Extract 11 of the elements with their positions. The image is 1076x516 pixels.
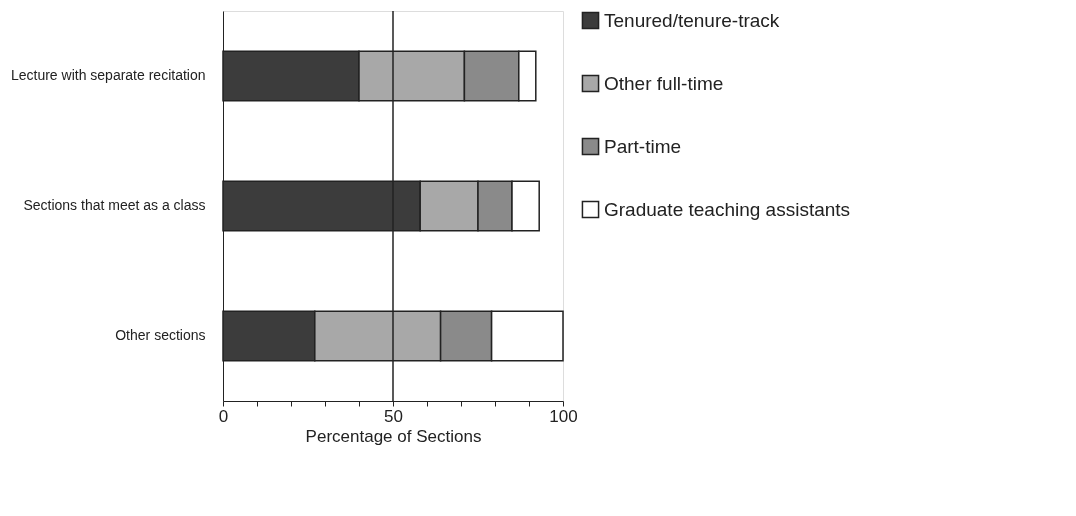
legend-label: Graduate teaching assistants: [604, 198, 851, 220]
x-tick-label: 0: [218, 406, 229, 426]
y-tick-label: Other sections: [115, 327, 206, 343]
legend-label: Tenured/tenure-track: [604, 9, 780, 31]
legend-label: Part-time: [604, 135, 682, 157]
x-tick-label: 50: [384, 406, 403, 426]
legend-label: Other full-time: [604, 72, 724, 94]
x-axis-title: Percentage of Sections: [305, 426, 482, 446]
x-tick-label: 100: [549, 406, 578, 426]
y-tick-label: Sections that meet as a class: [23, 197, 206, 213]
y-tick-label: Lecture with separate recitation: [10, 67, 206, 83]
